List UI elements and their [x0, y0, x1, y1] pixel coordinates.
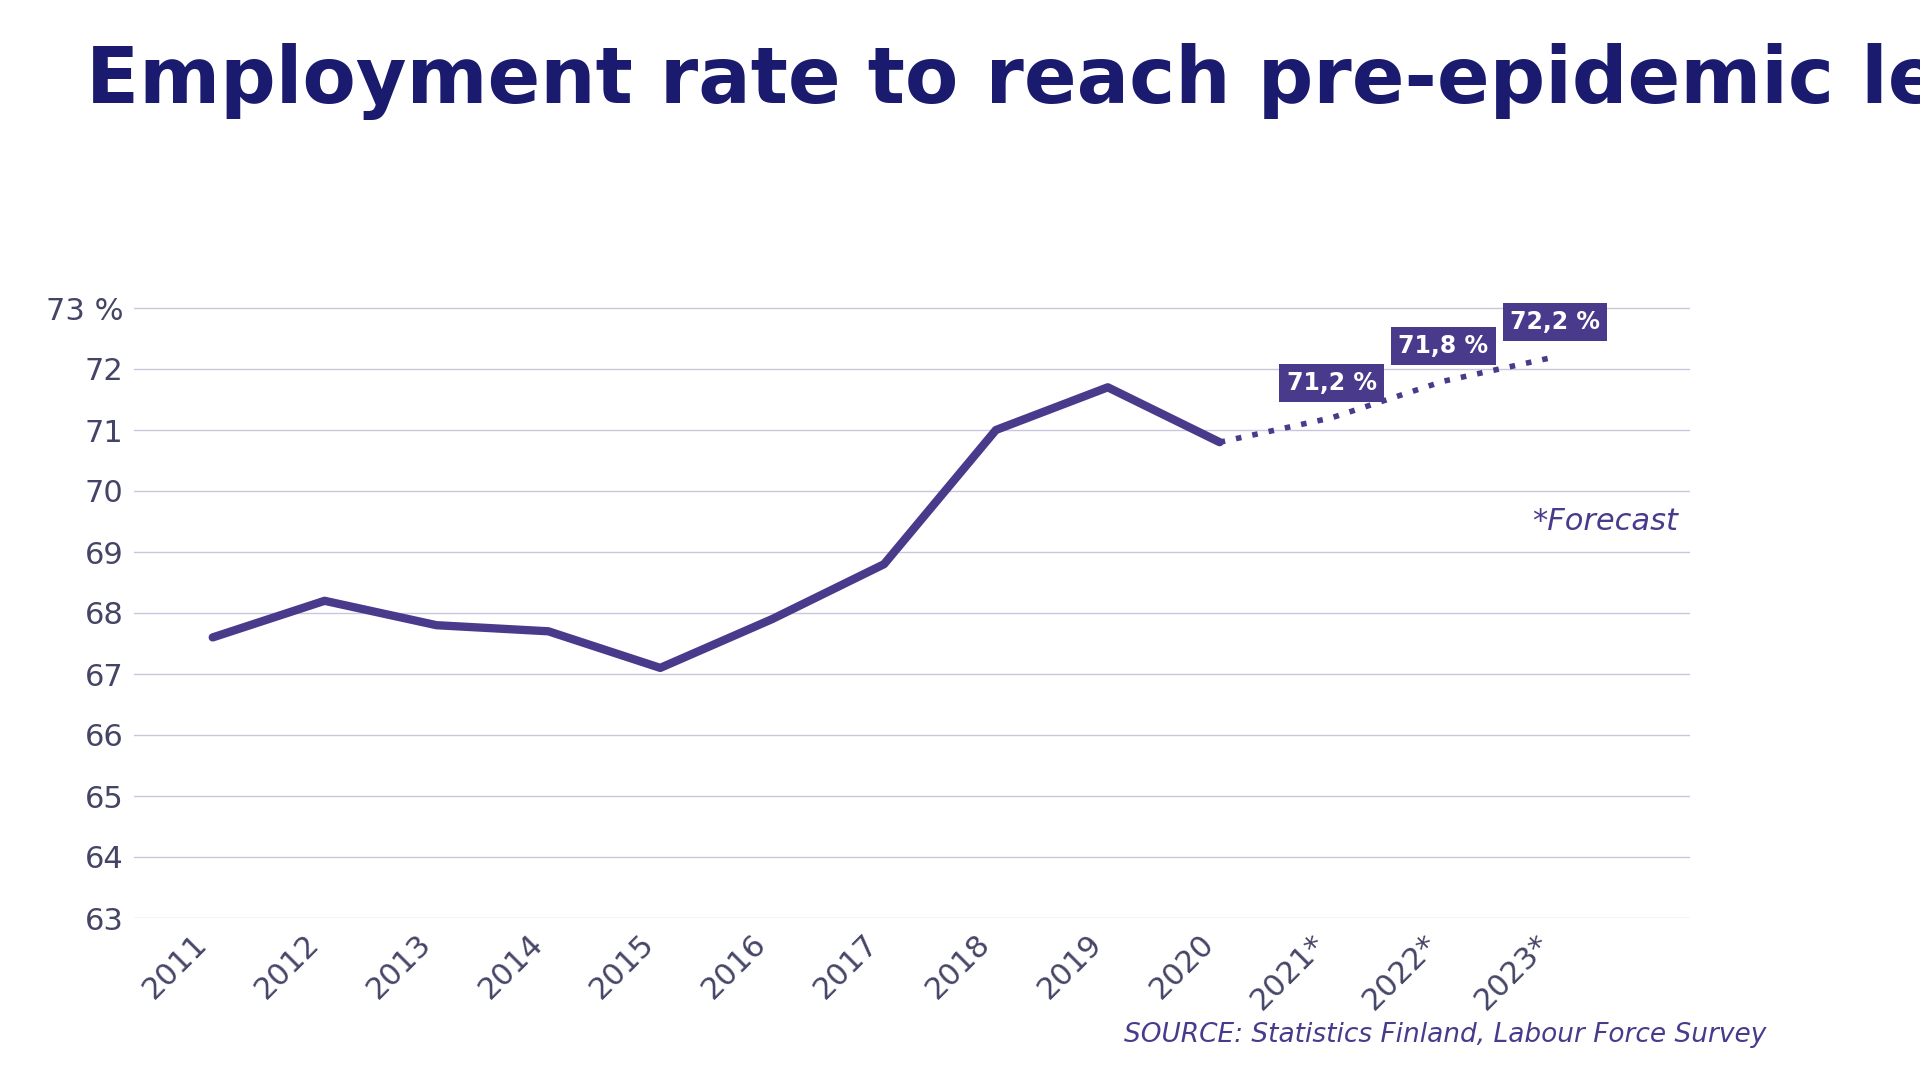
Text: *Forecast: *Forecast — [1532, 507, 1678, 536]
Text: 71,8 %: 71,8 % — [1398, 334, 1488, 359]
Text: SOURCE: Statistics Finland, Labour Force Survey: SOURCE: Statistics Finland, Labour Force… — [1123, 1022, 1766, 1048]
Text: 72,2 %: 72,2 % — [1511, 310, 1601, 334]
Text: Employment rate to reach pre-epidemic level in 2022: Employment rate to reach pre-epidemic le… — [86, 43, 1920, 120]
Text: 71,2 %: 71,2 % — [1286, 370, 1377, 394]
